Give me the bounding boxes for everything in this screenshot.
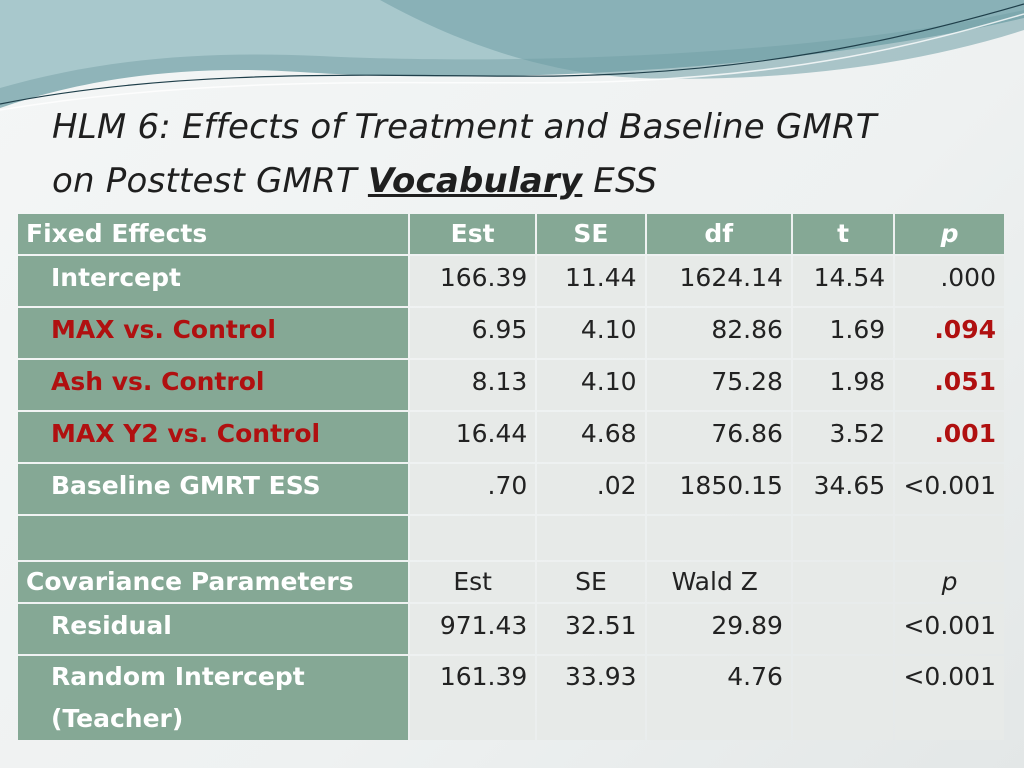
title-prefix: on Posttest GMRT xyxy=(52,161,357,201)
est-cell: 16.44 xyxy=(409,412,536,462)
est-cell: 161.39 xyxy=(409,656,536,740)
p-cell-significant: .094 xyxy=(895,308,1004,358)
row-label: MAX Y2 vs. Control xyxy=(18,412,408,462)
cov-col-header-est: Est xyxy=(409,562,536,602)
hlm-results-table: Fixed Effects Est SE df t p Intercept 16… xyxy=(16,212,1006,742)
title-suffix: ESS xyxy=(593,161,658,201)
row-label-line-1: Random Intercept xyxy=(51,662,305,691)
df-cell: 76.86 xyxy=(646,412,791,462)
spacer-row xyxy=(18,516,1004,560)
row-label: Ash vs. Control xyxy=(18,360,408,410)
se-cell: 4.10 xyxy=(537,308,645,358)
row-label: Random Intercept (Teacher) xyxy=(18,656,408,740)
p-cell-significant: .001 xyxy=(895,412,1004,462)
p-cell: .000 xyxy=(895,256,1004,306)
se-cell: 4.68 xyxy=(537,412,645,462)
fixed-effects-heading: Fixed Effects xyxy=(18,214,408,254)
table-row: MAX Y2 vs. Control 16.44 4.68 76.86 3.52… xyxy=(18,412,1004,462)
row-label: MAX vs. Control xyxy=(18,308,408,358)
col-header-df: df xyxy=(646,214,791,254)
cov-col-header-wald: Wald Z xyxy=(646,562,791,602)
se-cell: 11.44 xyxy=(537,256,645,306)
wald-cell: 29.89 xyxy=(646,604,791,654)
t-cell: 1.69 xyxy=(792,308,894,358)
df-cell: 1624.14 xyxy=(646,256,791,306)
est-cell: 8.13 xyxy=(409,360,536,410)
est-cell: .70 xyxy=(409,464,536,514)
header-wave-decoration xyxy=(0,0,1024,111)
p-cell: <0.001 xyxy=(895,656,1004,740)
df-cell: 75.28 xyxy=(646,360,791,410)
col-header-se: SE xyxy=(537,214,645,254)
slide-title: HLM 6: Effects of Treatment and Baseline… xyxy=(52,100,992,208)
col-header-est: Est xyxy=(409,214,536,254)
empty-cell xyxy=(409,516,536,560)
cov-col-header-se: SE xyxy=(537,562,645,602)
col-header-t: t xyxy=(792,214,894,254)
cov-col-header-p: p xyxy=(895,562,1004,602)
df-cell: 1850.15 xyxy=(646,464,791,514)
title-line-2: on Posttest GMRT Vocabulary ESS xyxy=(52,154,992,208)
row-label: Residual xyxy=(18,604,408,654)
title-emphasis: Vocabulary xyxy=(367,161,583,201)
se-cell: 33.93 xyxy=(537,656,645,740)
table-row: Baseline GMRT ESS .70 .02 1850.15 34.65 … xyxy=(18,464,1004,514)
est-cell: 6.95 xyxy=(409,308,536,358)
table-row: Intercept 166.39 11.44 1624.14 14.54 .00… xyxy=(18,256,1004,306)
est-cell: 971.43 xyxy=(409,604,536,654)
covariance-header-row: Covariance Parameters Est SE Wald Z p xyxy=(18,562,1004,602)
row-label: Baseline GMRT ESS xyxy=(18,464,408,514)
empty-cell xyxy=(792,516,894,560)
table-row: Residual 971.43 32.51 29.89 <0.001 xyxy=(18,604,1004,654)
row-label: Intercept xyxy=(18,256,408,306)
empty-cell xyxy=(537,516,645,560)
t-cell: 3.52 xyxy=(792,412,894,462)
table-row: Random Intercept (Teacher) 161.39 33.93 … xyxy=(18,656,1004,740)
empty-cell xyxy=(792,656,894,740)
table-row: MAX vs. Control 6.95 4.10 82.86 1.69 .09… xyxy=(18,308,1004,358)
col-header-p: p xyxy=(895,214,1004,254)
t-cell: 14.54 xyxy=(792,256,894,306)
covariance-heading: Covariance Parameters xyxy=(18,562,408,602)
empty-cell xyxy=(646,516,791,560)
est-cell: 166.39 xyxy=(409,256,536,306)
empty-label-cell xyxy=(18,516,408,560)
t-cell: 34.65 xyxy=(792,464,894,514)
t-cell: 1.98 xyxy=(792,360,894,410)
wald-cell: 4.76 xyxy=(646,656,791,740)
empty-cell xyxy=(895,516,1004,560)
p-cell-significant: .051 xyxy=(895,360,1004,410)
fixed-effects-header-row: Fixed Effects Est SE df t p xyxy=(18,214,1004,254)
p-cell: <0.001 xyxy=(895,464,1004,514)
empty-cell xyxy=(792,562,894,602)
se-cell: .02 xyxy=(537,464,645,514)
empty-cell xyxy=(792,604,894,654)
df-cell: 82.86 xyxy=(646,308,791,358)
se-cell: 4.10 xyxy=(537,360,645,410)
row-label-line-2: (Teacher) xyxy=(51,704,184,733)
p-cell: <0.001 xyxy=(895,604,1004,654)
se-cell: 32.51 xyxy=(537,604,645,654)
table-row: Ash vs. Control 8.13 4.10 75.28 1.98 .05… xyxy=(18,360,1004,410)
title-line-1: HLM 6: Effects of Treatment and Baseline… xyxy=(52,107,877,147)
